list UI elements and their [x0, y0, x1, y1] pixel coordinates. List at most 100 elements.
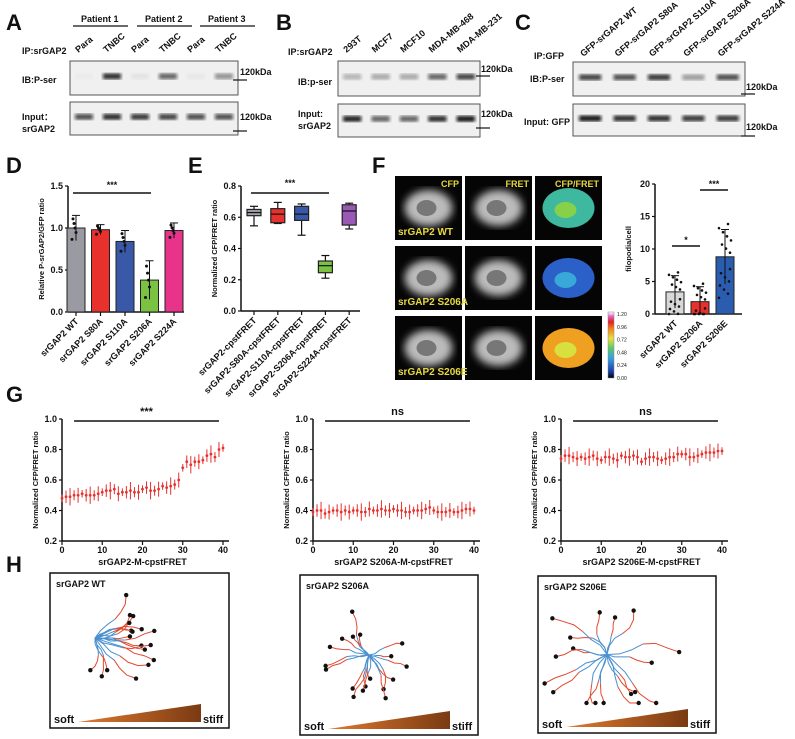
chart-g3-point — [571, 455, 575, 459]
chart-g2-point — [371, 509, 375, 512]
blot-a-ib-band — [75, 73, 93, 79]
chart-e-y-tick-label: 0.2 — [223, 275, 236, 285]
chart-g1-y-tick-label: 0.8 — [44, 445, 57, 455]
blot-c-lane-label: GFP-srGAP2 WT — [578, 5, 639, 59]
track-endpoint — [357, 632, 363, 637]
patient-group-label: Patient 1 — [81, 14, 119, 24]
chart-d-point — [95, 232, 98, 236]
track-endpoint — [649, 660, 654, 665]
chart-g2-point — [339, 510, 343, 514]
blot-b-lane-label: MCF7 — [370, 31, 395, 54]
chart-e-significance: *** — [285, 178, 296, 188]
chart-g1-point — [177, 478, 181, 482]
chart-g1-x-tick-label: 0 — [59, 545, 64, 555]
chart-g2-point — [452, 510, 456, 514]
track-endpoint — [148, 642, 153, 648]
chart-f-point — [717, 226, 721, 230]
chart-g2-x-tick-label: 0 — [310, 545, 315, 555]
chart-g3-point — [583, 457, 587, 461]
chart-g3-point — [632, 454, 635, 457]
chart-g1-point — [165, 486, 169, 490]
chart-g1-point — [104, 489, 108, 493]
chart-g3-point — [700, 452, 704, 456]
cell-track-late — [642, 642, 680, 653]
colorbar-tick-label: 0.24 — [617, 363, 627, 369]
cell-track-early — [94, 637, 102, 655]
blot-a-input-band — [215, 113, 233, 120]
chart-d-point — [170, 226, 174, 230]
patient-group-label: Patient 3 — [208, 14, 246, 24]
chart-g3-point — [680, 452, 684, 456]
panel-label-h: H — [6, 552, 22, 577]
track-endpoint — [404, 664, 409, 669]
blot-a-lane-label: TNBC — [213, 30, 239, 54]
chart-g1-point — [157, 487, 161, 491]
track-plot-title: srGAP2 WT — [56, 579, 106, 589]
blot-b-ib-band — [456, 73, 475, 80]
chart-d-point — [145, 264, 148, 268]
track-plot-frame — [537, 575, 717, 734]
chart-g3-point — [615, 458, 619, 462]
chart-g2-x-tick-label: 20 — [388, 545, 398, 555]
chart-f-point — [671, 275, 675, 279]
nucleus — [416, 200, 437, 216]
cell-track-early — [368, 654, 384, 670]
chart-e-y-label: Normalized CFP/FRET ratio — [210, 199, 219, 297]
blot-b-ib-band — [399, 73, 419, 80]
chart-g2-point — [404, 510, 407, 514]
chart-g3-y-tick-label: 1.0 — [543, 414, 556, 424]
chart-g2-point — [319, 509, 323, 512]
track-endpoint — [146, 662, 151, 668]
chart-f-y-tick-label: 10 — [640, 244, 650, 254]
chart-e-box — [294, 205, 310, 221]
chart-g1-point — [209, 452, 213, 456]
chart-g2-point — [347, 510, 351, 514]
track-endpoint — [628, 691, 634, 697]
blot-a-lane-label: Para — [73, 34, 95, 55]
cell-track-early — [606, 654, 630, 658]
chart-g3-x-tick-label: 0 — [558, 545, 563, 555]
nucleus — [486, 270, 507, 286]
track-endpoint — [133, 676, 139, 681]
cell-track-late — [112, 635, 131, 640]
chart-f-point — [668, 307, 672, 311]
chart-g1-point — [72, 493, 76, 497]
stiffness-gradient-wedge — [328, 711, 450, 729]
panel-label-b: B — [276, 10, 292, 35]
chart-f-y-tick-label: 15 — [640, 212, 650, 222]
chart-d-point — [72, 221, 76, 225]
chart-g3-point — [696, 454, 700, 457]
track-endpoint — [568, 635, 573, 640]
track-endpoint — [104, 668, 110, 673]
chart-g3-point — [611, 457, 615, 461]
chart-g2-point — [323, 512, 327, 515]
cell-track-late — [100, 653, 108, 671]
track-endpoint — [390, 677, 396, 682]
chart-g2-y-tick-label: 0.6 — [295, 475, 308, 485]
chart-f-point — [673, 302, 677, 306]
chart-g2-point — [311, 510, 315, 514]
track-endpoint — [139, 627, 144, 632]
blot-a-input-band — [187, 113, 205, 120]
blot-c-ip-label: IP:GFP — [534, 51, 564, 61]
cell-track-early — [606, 654, 621, 675]
chart-g1-point — [173, 483, 177, 486]
chart-d-point — [73, 226, 77, 230]
cell-track-early — [596, 634, 608, 655]
blot-c-ib-band — [716, 74, 739, 81]
chart-e-y-tick-label: 0.4 — [223, 244, 236, 254]
blot-c-input-band — [579, 115, 602, 122]
chart-g3-point — [640, 460, 643, 464]
chart-g2-point — [400, 509, 403, 512]
chart-g3-point — [708, 451, 712, 454]
chart-g1-point — [68, 495, 72, 499]
nucleus — [486, 200, 507, 216]
stiff-label: stiff — [690, 719, 711, 731]
chart-f-point — [694, 309, 698, 312]
cell-track-early — [591, 654, 608, 685]
blot-a-mw-label-2: 120kDa — [240, 112, 273, 122]
chart-d-point — [144, 295, 147, 299]
chart-g2-point — [351, 509, 355, 512]
chart-f-point — [700, 289, 704, 292]
cell-track-early — [359, 646, 370, 656]
